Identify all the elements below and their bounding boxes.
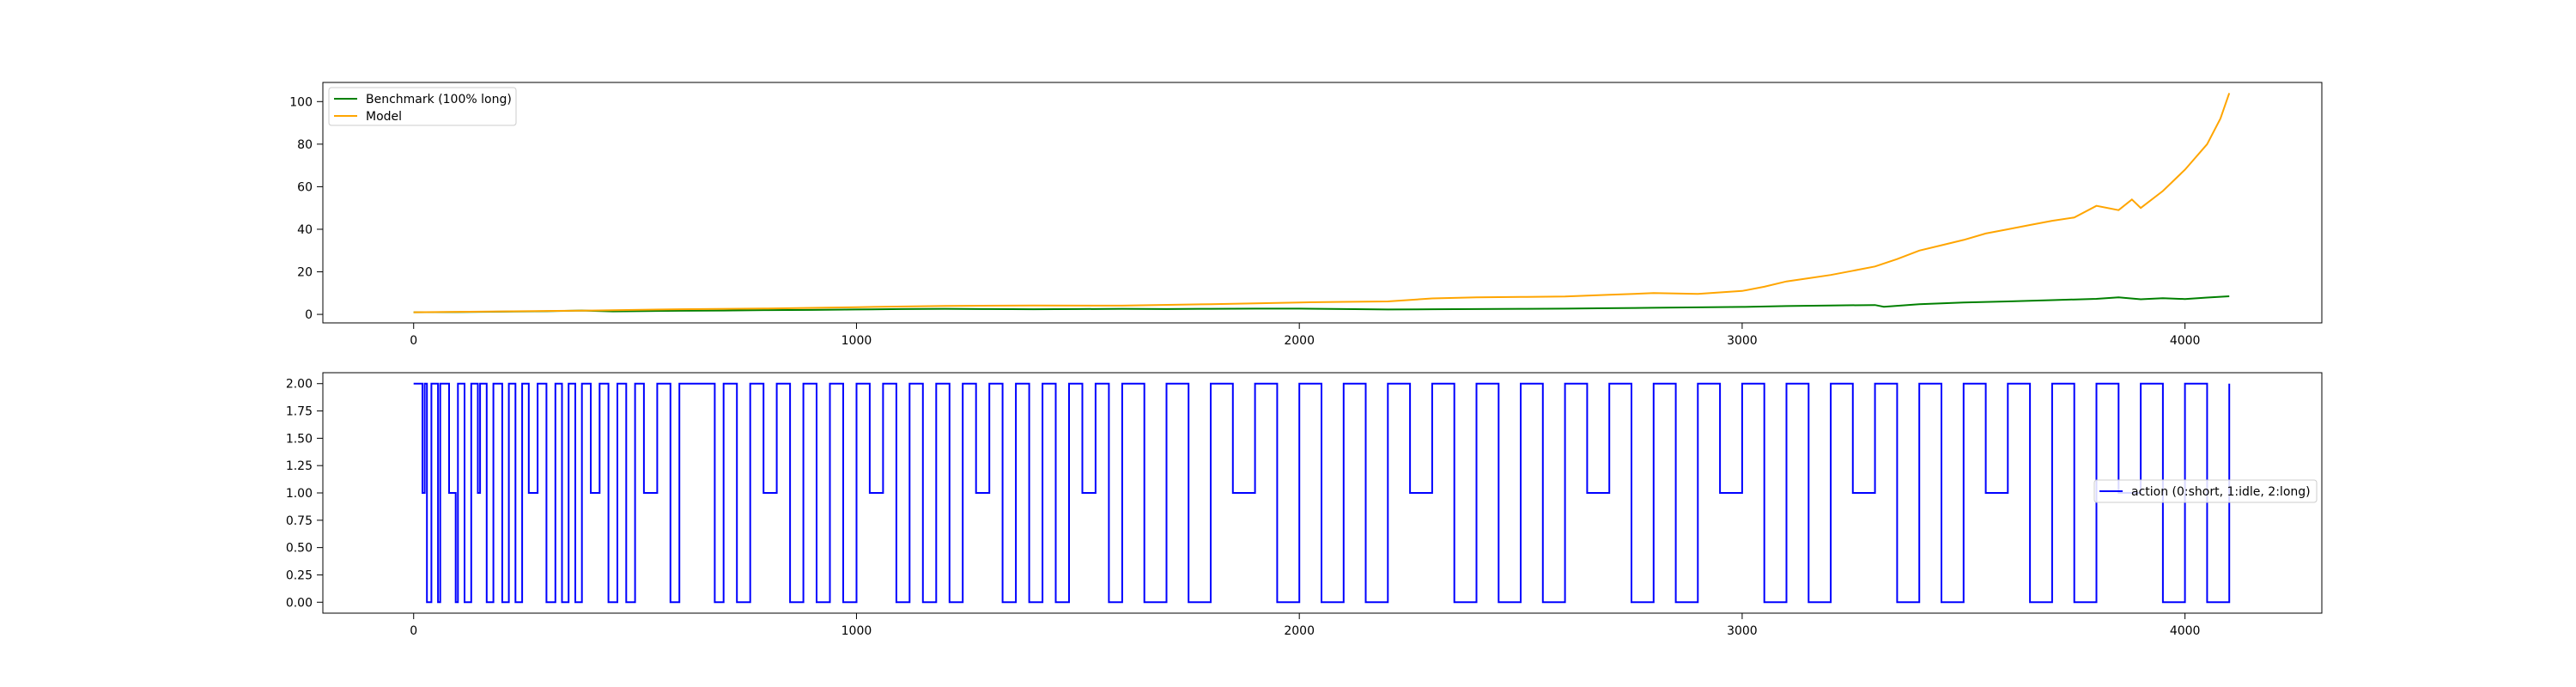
legend-box xyxy=(328,87,517,126)
legend-label-action: action (0:short, 1:idle, 2:long) xyxy=(2131,485,2311,499)
y-tick-label: 40 xyxy=(297,223,313,237)
y-tick-label: 1.50 xyxy=(286,432,313,446)
x-tick-label: 0 xyxy=(410,624,417,638)
legend-box-action xyxy=(2093,479,2318,503)
x-tick-label: 4000 xyxy=(2170,334,2201,348)
y-tick-label: 0.75 xyxy=(286,514,313,528)
bottom-chart-legend: action (0:short, 1:idle, 2:long) xyxy=(2093,479,2318,503)
x-tick-label: 2000 xyxy=(1284,334,1315,348)
x-tick-label: 4000 xyxy=(2170,624,2201,638)
y-tick-label: 2.00 xyxy=(286,378,313,392)
x-tick-label: 3000 xyxy=(1727,334,1758,348)
top-chart-x-ticks: 0 1000 2000 3000 4000 xyxy=(410,323,2200,348)
x-tick-label: 0 xyxy=(410,334,417,348)
y-tick-label: 1.25 xyxy=(286,459,313,473)
y-tick-label: 1.75 xyxy=(286,405,313,419)
y-tick-label: 0.25 xyxy=(286,568,313,582)
y-tick-label: 60 xyxy=(297,180,313,194)
x-tick-label: 1000 xyxy=(841,334,872,348)
top-chart-legend: Benchmark (100% long) Model xyxy=(328,87,517,126)
series-line-model xyxy=(413,93,2231,313)
bottom-chart-y-ticks: 0.00 0.25 0.50 0.75 1.00 1.25 1.50 1.75 2.00 xyxy=(286,378,323,610)
legend-label-benchmark: Benchmark (100% long) xyxy=(366,93,512,106)
y-tick-label: 100 xyxy=(289,95,313,109)
y-tick-label: 80 xyxy=(297,138,313,152)
y-tick-label: 0.00 xyxy=(286,596,313,610)
x-tick-label: 2000 xyxy=(1284,624,1315,638)
y-tick-label: 20 xyxy=(297,266,313,280)
top-chart-y-ticks: 0 20 40 60 80 100 xyxy=(289,95,323,322)
y-tick-label: 1.00 xyxy=(286,487,313,501)
x-tick-label: 3000 xyxy=(1727,624,1758,638)
bottom-chart-x-ticks: 0 1000 2000 3000 4000 xyxy=(410,613,2200,638)
legend-label-model: Model xyxy=(366,110,402,124)
bottom-chart-series xyxy=(413,382,2231,604)
y-tick-label: 0 xyxy=(305,308,313,322)
x-tick-label: 1000 xyxy=(841,624,872,638)
series-line-benchmark-100-long xyxy=(413,295,2230,313)
top-chart: 0 1000 2000 3000 4000 0 20 40 60 80 100 Benchmark… xyxy=(289,82,2323,348)
series-line-action-0-short-1-idle-2-long xyxy=(413,382,2231,604)
y-tick-label: 0.50 xyxy=(286,542,313,556)
top-chart-series xyxy=(413,93,2231,313)
bottom-chart: 0 1000 2000 3000 4000 0.00 0.25 0.50 0.75 1.00 1.… xyxy=(286,372,2323,638)
top-chart-frame xyxy=(322,82,2323,324)
